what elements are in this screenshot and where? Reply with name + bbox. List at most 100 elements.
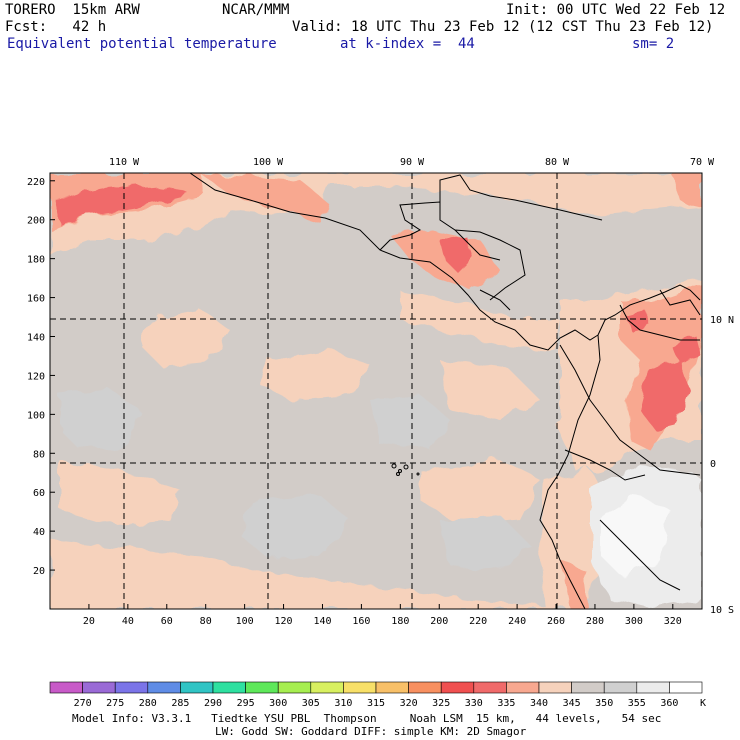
physics-info: LW: Godd SW: Goddard DIFF: simple KM: 2D…: [215, 725, 527, 738]
longitude-label: 80 W: [545, 157, 570, 168]
x-tick-label: 280: [586, 616, 604, 627]
field-region: [60, 460, 180, 525]
border: [564, 449, 646, 481]
x-tick-label: 260: [547, 616, 565, 627]
colorbar-label: 330: [465, 698, 483, 709]
x-tick-label: 80: [200, 616, 212, 627]
y-tick-label: 80: [33, 449, 45, 460]
field-region: [440, 515, 530, 570]
smoothing-label: sm= 2: [632, 36, 675, 52]
colorbar-label: 305: [302, 698, 320, 709]
longitude-label: 90 W: [400, 157, 425, 168]
coastline: [539, 334, 601, 609]
x-tick-label: 300: [625, 616, 643, 627]
field-region: [50, 540, 560, 609]
colorbar-swatch: [636, 681, 670, 694]
colorbar-swatch: [82, 681, 116, 694]
y-tick-label: 160: [27, 294, 45, 305]
colorbar-swatch: [310, 681, 344, 694]
colorbar-label: 315: [367, 698, 385, 709]
coastline: [439, 174, 603, 221]
map-axes: 20 40 60 80 100 120 140 160 180 200 220 240 260 280 30…: [27, 157, 734, 627]
y-tick-label: 40: [33, 527, 45, 538]
map-panel: [50, 173, 702, 609]
colorbar-label: 310: [334, 698, 352, 709]
x-tick-label: 140: [313, 616, 331, 627]
y-tick-label: 180: [27, 255, 45, 266]
x-tick-label: 120: [275, 616, 293, 627]
colorbar-swatch: [603, 681, 638, 694]
init-time: Init: 00 UTC Wed 22 Feb 12: [506, 2, 726, 18]
colorbar-label: 270: [74, 698, 92, 709]
longitude-label: 70 W: [690, 157, 715, 168]
colorbar-label: 345: [563, 698, 581, 709]
coastline: [189, 173, 599, 351]
field-region: [440, 360, 540, 420]
galapagos-island: [403, 464, 409, 470]
colorbar-label: 280: [139, 698, 157, 709]
field-region: [50, 173, 702, 255]
forecast-hour: Fcst: 42 h: [5, 19, 107, 35]
field-region: [625, 310, 650, 330]
x-tick-label: 100: [236, 616, 254, 627]
colorbar-swatch: [277, 681, 312, 694]
colorbar-label: 325: [432, 698, 450, 709]
border: [559, 344, 701, 476]
y-tick-label: 120: [27, 371, 45, 382]
y-tick-label: 220: [27, 177, 45, 188]
colorbar-swatch: [571, 681, 605, 694]
field-region: [560, 560, 590, 609]
colorbar-swatch: [440, 681, 475, 694]
galapagos-island: [416, 472, 420, 476]
field-region: [370, 395, 450, 450]
theta-e-field: [50, 173, 702, 609]
border: [599, 519, 681, 591]
level-label: at k-index = 44: [340, 36, 475, 52]
y-tick-label: 20: [33, 566, 45, 577]
field-region: [640, 360, 690, 430]
colorbar-swatch: [245, 681, 279, 694]
colorbar-label: 320: [400, 698, 418, 709]
colorbar-label: 295: [237, 698, 255, 709]
colorbar-swatch: [506, 681, 540, 694]
colorbar-label: 350: [595, 698, 613, 709]
colorbar-swatch: [180, 681, 214, 694]
colorbar-swatch: [375, 681, 409, 694]
y-tick-label: 60: [33, 488, 45, 499]
x-tick-label: 220: [469, 616, 487, 627]
y-tick-label: 100: [27, 410, 45, 421]
field-region: [670, 173, 702, 205]
colorbar-swatch: [343, 681, 377, 694]
colorbar-label: 275: [106, 698, 124, 709]
field-region: [60, 390, 140, 450]
model-name: TORERO 15km ARW: [5, 2, 140, 18]
x-tick-label: 200: [430, 616, 448, 627]
border: [619, 304, 700, 341]
galapagos-island: [398, 469, 402, 473]
map-frame: [49, 172, 703, 610]
colorbar-swatch: [212, 681, 246, 694]
latitude-label: 10 S: [710, 605, 734, 616]
field-region: [420, 460, 540, 525]
field-region: [670, 335, 700, 362]
border: [659, 289, 701, 316]
x-tick-label: 20: [83, 616, 95, 627]
colorbar: 270 275 280 285 290 295 300 305 310 315 320 325 330 3…: [49, 681, 706, 709]
field-name: Equivalent potential temperature: [7, 36, 277, 52]
field-region: [600, 495, 670, 575]
colorbar-swatch: [669, 681, 703, 694]
x-tick-label: 60: [161, 616, 173, 627]
longitude-label: 100 W: [253, 157, 284, 168]
field-region: [260, 350, 370, 400]
x-tick-label: 240: [508, 616, 526, 627]
center-name: NCAR/MMM: [222, 2, 290, 18]
x-tick-label: 180: [391, 616, 409, 627]
colorbar-swatch: [473, 681, 507, 694]
border: [454, 229, 501, 261]
longitude-label: 110 W: [109, 157, 140, 168]
colorbar-swatch: [538, 681, 572, 694]
graticule: [50, 173, 702, 609]
y-tick-label: 200: [27, 216, 45, 227]
colorbar-unit: K: [700, 698, 706, 709]
